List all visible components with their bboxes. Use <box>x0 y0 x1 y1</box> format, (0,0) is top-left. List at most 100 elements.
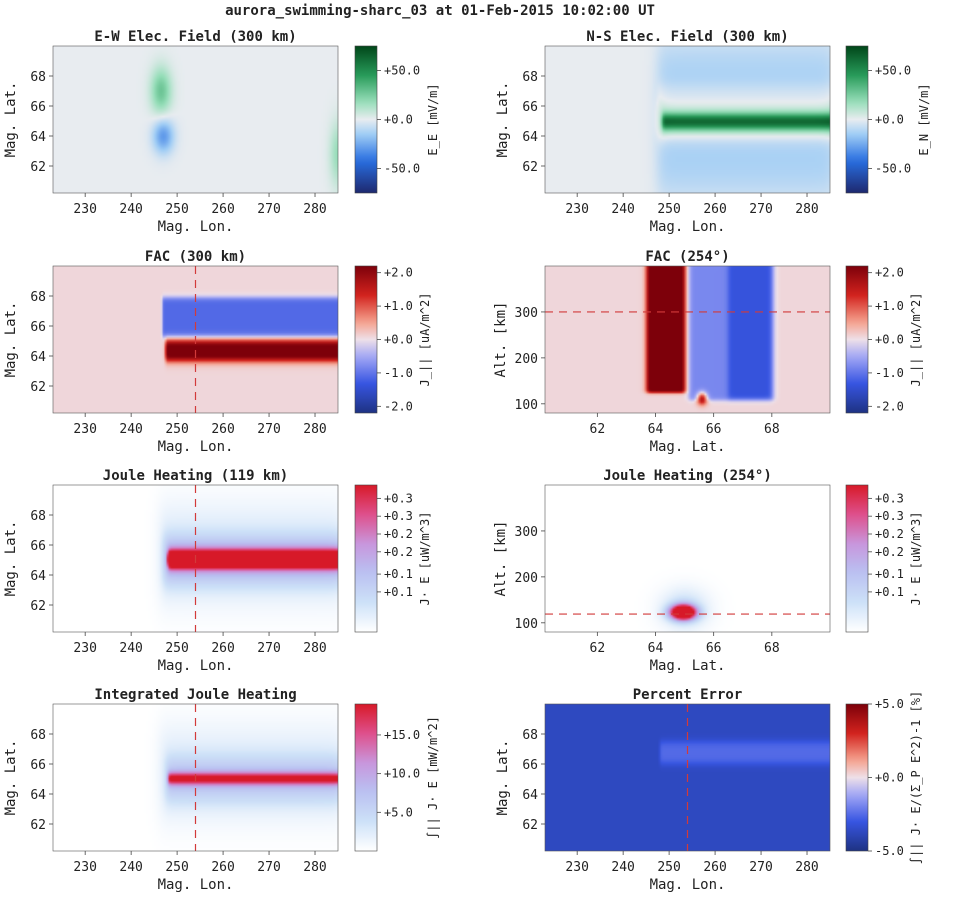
x-tick-label: 230 <box>73 641 96 656</box>
y-tick-label: 62 <box>522 160 538 175</box>
x-tick-label: 66 <box>706 641 722 656</box>
colorbar-tick-label: +1.0 <box>384 299 413 313</box>
y-tick-label: 62 <box>30 599 46 614</box>
panel-perr: Percent Error 230 240 250 260 270 280 62 64 66 68 M… <box>495 687 923 893</box>
colorbar-tick-label: -2.0 <box>875 399 904 413</box>
colorbar-tick-label: +5.0 <box>875 697 904 711</box>
colorbar-label: J· E [uW/m^3] <box>909 512 923 606</box>
heatmap-image <box>545 266 830 413</box>
x-axis-label: Mag. Lat. <box>650 658 726 674</box>
x-tick-label: 240 <box>119 422 142 437</box>
y-tick-label: 68 <box>522 728 538 743</box>
axes-frame <box>544 484 831 633</box>
colorbar-tick-label: +0.3 <box>875 509 904 523</box>
x-tick-label: 240 <box>119 641 142 656</box>
colorbar-tick-label: -1.0 <box>875 366 904 380</box>
heatmap-image <box>545 485 830 632</box>
y-axis-label: Alt. [km] <box>493 521 509 597</box>
panel-jh: Joule Heating (119 km) 230 240 250 260 270 280… <box>3 468 432 674</box>
colorbar-tick-label: +0.2 <box>384 545 413 559</box>
x-tick-label: 240 <box>119 860 142 875</box>
colorbar-tick-label: +2.0 <box>875 266 904 280</box>
colorbar-tick-label: +5.0 <box>384 805 413 819</box>
x-axis-label: Mag. Lon. <box>158 219 234 235</box>
axes-frame <box>544 45 831 194</box>
colorbar-gradient <box>354 45 378 194</box>
x-axis-label: Mag. Lon. <box>650 219 726 235</box>
colorbar-tick-label: +0.1 <box>875 567 904 581</box>
colorbar-label: ∫|| J· E [mW/m^2] <box>426 716 440 839</box>
panel-fac: FAC (300 km) 230 240 250 260 270 280 62 64 66 68 Ma… <box>3 249 432 455</box>
x-tick-label: 280 <box>303 422 326 437</box>
x-tick-label: 260 <box>211 202 234 217</box>
panel-title: Integrated Joule Heating <box>94 687 296 703</box>
x-tick-label: 250 <box>165 422 188 437</box>
panel-title: Joule Heating (254°) <box>603 468 772 484</box>
colorbar-tick-label: +50.0 <box>384 64 420 78</box>
y-axis-label: Mag. Lat. <box>3 82 19 158</box>
y-tick-label: 66 <box>30 320 46 335</box>
x-tick-label: 260 <box>211 860 234 875</box>
colorbar-tick-label: +0.3 <box>384 509 413 523</box>
colorbar-gradient <box>354 484 378 633</box>
axes-frame <box>52 45 339 194</box>
y-tick-label: 64 <box>30 350 46 365</box>
axes-frame <box>52 265 339 414</box>
x-tick-label: 230 <box>73 202 96 217</box>
colorbar-jhalt: +0.3 +0.3 +0.2 +0.2 +0.1 +0.1 J· E [uW/m^3] <box>845 484 923 633</box>
x-axis-label: Mag. Lon. <box>158 439 234 455</box>
colorbar-label: J_|| [uA/m^2] <box>418 293 432 387</box>
y-axis-label: Mag. Lat. <box>3 302 19 378</box>
y-axis-label: Alt. [km] <box>493 302 509 378</box>
x-tick-label: 280 <box>303 641 326 656</box>
y-tick-label: 100 <box>515 617 538 632</box>
colorbar-tick-label: +1.0 <box>875 299 904 313</box>
x-tick-label: 240 <box>119 202 142 217</box>
x-tick-label: 250 <box>165 202 188 217</box>
colorbar-label: J_|| [uA/m^2] <box>909 293 923 387</box>
x-tick-label: 64 <box>648 641 664 656</box>
colorbar-tick-label: +15.0 <box>384 728 420 742</box>
colorbar-tick-label: -50.0 <box>875 162 911 176</box>
panel-title: FAC (300 km) <box>145 249 246 265</box>
y-axis-label: Mag. Lat. <box>3 521 19 597</box>
axes-frame <box>544 265 831 414</box>
x-tick-label: 62 <box>590 641 606 656</box>
panel-title: FAC (254°) <box>645 249 729 265</box>
panel-facalt: FAC (254°) 62 64 66 68 100 200 300 Mag. Lat. Alt.… <box>493 249 923 455</box>
x-tick-label: 280 <box>303 860 326 875</box>
colorbar-tick-label: +0.1 <box>875 585 904 599</box>
colorbar-label: J· E [uW/m^3] <box>418 512 432 606</box>
x-tick-label: 230 <box>73 860 96 875</box>
colorbar-tick-label: -5.0 <box>875 844 904 858</box>
x-tick-label: 260 <box>703 202 726 217</box>
panel-ns: N-S Elec. Field (300 km) 230 240 250 260 270 2… <box>495 29 931 235</box>
x-axis-label: Mag. Lon. <box>158 877 234 893</box>
x-tick-label: 250 <box>165 641 188 656</box>
y-tick-label: 100 <box>515 398 538 413</box>
axes-frame <box>544 703 831 852</box>
colorbar-tick-label: +0.1 <box>384 585 413 599</box>
y-tick-label: 68 <box>30 70 46 85</box>
y-axis-label: Mag. Lat. <box>495 82 511 158</box>
colorbar-tick-label: +0.0 <box>875 333 904 347</box>
y-tick-label: 300 <box>515 306 538 321</box>
x-tick-label: 64 <box>648 422 664 437</box>
x-tick-label: 270 <box>257 860 280 875</box>
colorbar-tick-label: +2.0 <box>384 266 413 280</box>
y-tick-label: 64 <box>522 130 538 145</box>
colorbar-gradient <box>845 484 869 633</box>
x-tick-label: 230 <box>565 202 588 217</box>
colorbar-tick-label: +0.2 <box>875 545 904 559</box>
colorbar-tick-label: +0.3 <box>384 491 413 505</box>
colorbar-ns: +50.0 +0.0 -50.0 E_N [mV/m] <box>845 45 931 194</box>
x-tick-label: 68 <box>764 422 780 437</box>
x-tick-label: 240 <box>611 202 634 217</box>
panel-title: E-W Elec. Field (300 km) <box>94 29 296 45</box>
x-tick-label: 230 <box>73 422 96 437</box>
x-tick-label: 250 <box>657 202 680 217</box>
colorbar-tick-label: -2.0 <box>384 399 413 413</box>
x-tick-label: 260 <box>703 860 726 875</box>
x-tick-label: 240 <box>611 860 634 875</box>
